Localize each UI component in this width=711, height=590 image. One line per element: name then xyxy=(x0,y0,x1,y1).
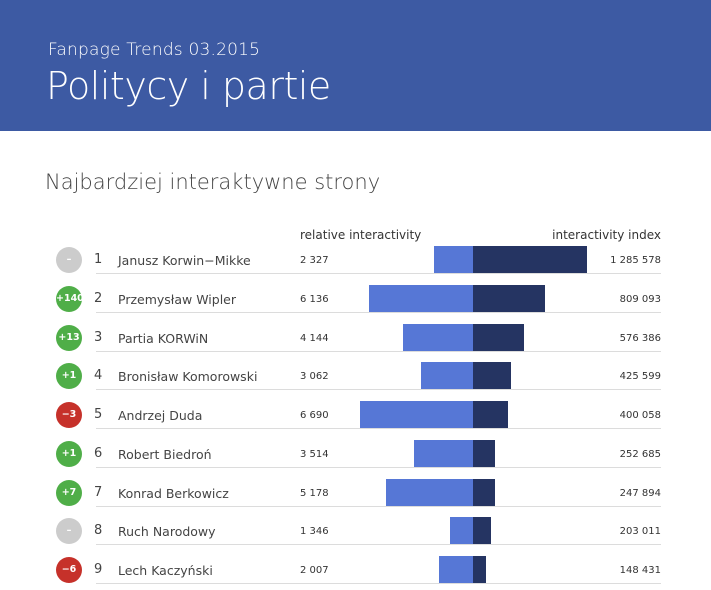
page-name: Janusz Korwin−Mikke xyxy=(118,253,251,268)
rank-number: 4 xyxy=(94,368,103,383)
table-row: –8 Ruch Narodowy 1 346 203 011 xyxy=(0,512,711,551)
table-row: +7 7 Konrad Berkowicz 5 178 247 894 xyxy=(0,474,711,513)
rank-change-badge: +140 xyxy=(56,286,84,312)
index-value-label: 809 093 xyxy=(619,294,661,305)
header-subtitle: Fanpage Trends 03.2015 xyxy=(48,40,261,60)
interactivity-index-bar xyxy=(473,401,508,429)
page-name: Ruch Narodowy xyxy=(118,524,216,539)
table-row: −6 9 Lech Kaczyński 2 007 148 431 xyxy=(0,551,711,590)
page-name: Robert Biedroń xyxy=(118,447,212,462)
rank-number: 3 xyxy=(94,330,103,345)
rank-number: 7 xyxy=(94,485,103,500)
section-title: Najbardziej interaktywne strony xyxy=(45,170,381,194)
rank-number: 8 xyxy=(94,523,103,538)
table-row: –1 Janusz Korwin−Mikke 2 327 1 285 578 xyxy=(0,241,711,280)
relative-interactivity-bar xyxy=(386,479,473,507)
relative-interactivity-bar xyxy=(360,401,473,429)
row-divider xyxy=(96,312,661,313)
interactivity-index-bar xyxy=(473,362,511,390)
relative-value-label: 6 690 xyxy=(300,410,329,421)
relative-value-label: 6 136 xyxy=(300,294,329,305)
row-divider xyxy=(96,428,661,429)
rank-number: 5 xyxy=(94,407,103,422)
relative-interactivity-bar xyxy=(414,440,473,468)
row-divider xyxy=(96,506,661,507)
relative-value-label: 3 514 xyxy=(300,449,329,460)
rank-change-badge: +1 xyxy=(56,441,82,467)
relative-interactivity-bar xyxy=(434,246,473,274)
page-name: Partia KORWiN xyxy=(118,331,209,346)
rank-number: 6 xyxy=(94,446,103,461)
interactivity-index-bar xyxy=(473,285,545,313)
relative-interactivity-bar xyxy=(403,324,473,352)
index-value-label: 203 011 xyxy=(619,526,661,537)
index-value-label: 425 599 xyxy=(619,371,661,382)
interactivity-index-bar xyxy=(473,324,524,352)
index-value-label: 247 894 xyxy=(619,488,661,499)
index-value-label: 1 285 578 xyxy=(610,255,661,266)
interactivity-index-bar xyxy=(473,479,495,507)
rank-change-badge: – xyxy=(56,518,82,544)
rank-change-badge: – xyxy=(56,247,82,273)
relative-interactivity-bar xyxy=(439,556,473,584)
relative-value-label: 2 327 xyxy=(300,255,329,266)
row-divider xyxy=(96,544,661,545)
rank-number: 1 xyxy=(94,252,103,267)
table-row: +13 3 Partia KORWiN 4 144 576 386 xyxy=(0,319,711,358)
index-value-label: 400 058 xyxy=(619,410,661,421)
interactivity-index-bar xyxy=(473,246,587,274)
relative-value-label: 4 144 xyxy=(300,333,329,344)
page-name: Andrzej Duda xyxy=(118,408,203,423)
rank-change-badge: −3 xyxy=(56,402,82,428)
relative-value-label: 5 178 xyxy=(300,488,329,499)
relative-interactivity-bar xyxy=(450,517,473,545)
rank-change-badge: +7 xyxy=(56,480,82,506)
page-name: Bronisław Komorowski xyxy=(118,369,258,384)
rank-change-badge: +13 xyxy=(56,325,82,351)
page-title: Politycy i partie xyxy=(46,64,331,108)
column-header-index: interactivity index xyxy=(552,228,661,242)
row-divider xyxy=(96,351,661,352)
index-value-label: 148 431 xyxy=(619,565,661,576)
rank-number: 9 xyxy=(94,562,103,577)
header-banner: Fanpage Trends 03.2015 Politycy i partie xyxy=(0,0,711,131)
table-row: +140 2 Przemysław Wipler 6 136 809 093 xyxy=(0,280,711,319)
rank-change-badge: +1 xyxy=(56,363,82,389)
relative-value-label: 1 346 xyxy=(300,526,329,537)
relative-interactivity-bar xyxy=(369,285,473,313)
page-name: Przemysław Wipler xyxy=(118,292,236,307)
page-name: Lech Kaczyński xyxy=(118,563,213,578)
interactivity-index-bar xyxy=(473,440,495,468)
index-value-label: 252 685 xyxy=(619,449,661,460)
interactivity-index-bar xyxy=(473,556,486,584)
row-divider xyxy=(96,273,661,274)
row-divider xyxy=(96,467,661,468)
relative-interactivity-bar xyxy=(421,362,473,390)
relative-value-label: 3 062 xyxy=(300,371,329,382)
rank-number: 2 xyxy=(94,291,103,306)
table-row: +1 4 Bronisław Komorowski 3 062 425 599 xyxy=(0,357,711,396)
row-divider xyxy=(96,389,661,390)
row-divider xyxy=(96,583,661,584)
page-name: Konrad Berkowicz xyxy=(118,486,229,501)
column-header-relative: relative interactivity xyxy=(300,228,422,242)
rank-change-badge: −6 xyxy=(56,557,82,583)
relative-value-label: 2 007 xyxy=(300,565,329,576)
table-row: +1 6 Robert Biedroń 3 514 252 685 xyxy=(0,435,711,474)
index-value-label: 576 386 xyxy=(619,333,661,344)
table-row: −3 5 Andrzej Duda 6 690 400 058 xyxy=(0,396,711,435)
interactivity-index-bar xyxy=(473,517,491,545)
